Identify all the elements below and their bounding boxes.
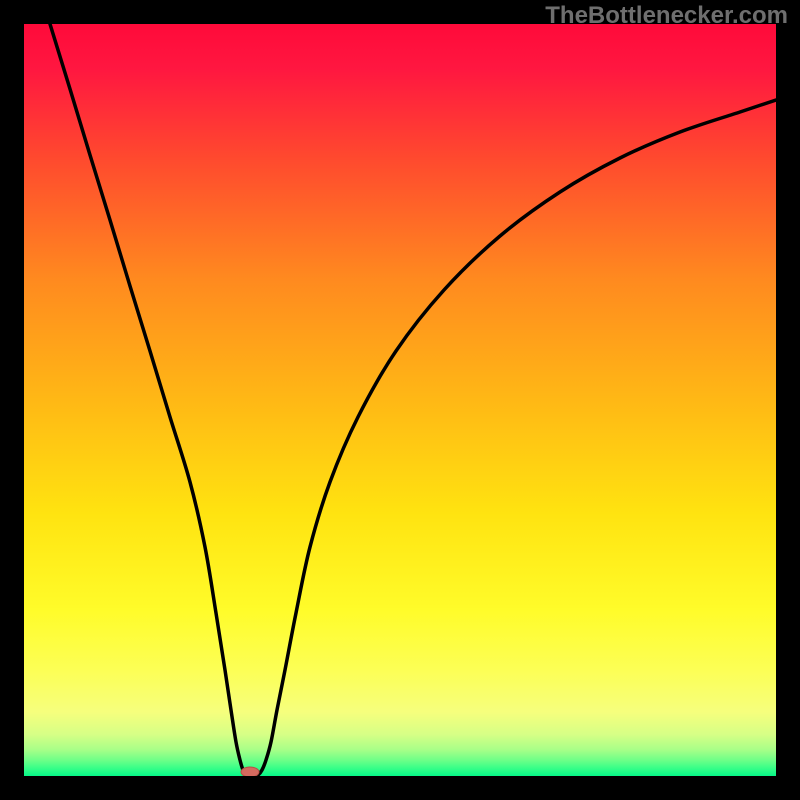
bottleneck-chart — [0, 0, 800, 800]
optimal-point-marker — [241, 767, 259, 777]
chart-container: TheBottlenecker.com — [0, 0, 800, 800]
